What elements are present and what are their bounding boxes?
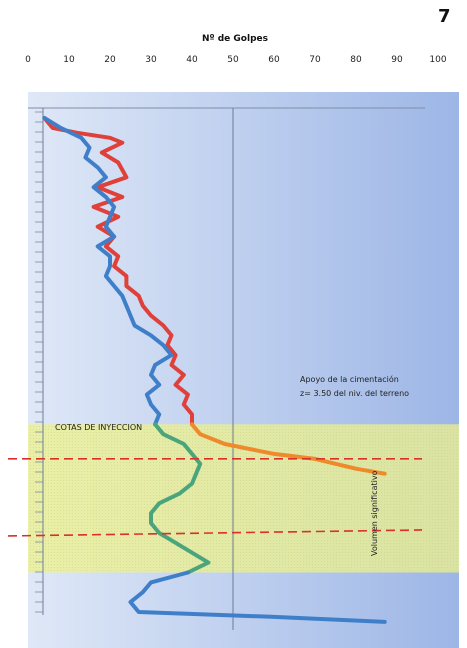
x-tick-label: 60 (268, 55, 280, 65)
series-line-0 (42, 116, 194, 427)
x-tick-label: 50 (227, 55, 239, 65)
depth-ticks (35, 111, 43, 613)
x-tick-label: 0 (25, 55, 31, 65)
x-tick-label: 40 (186, 55, 198, 65)
x-tick-label: 30 (145, 55, 157, 65)
x-axis-title: Nº de Golpes (202, 34, 268, 44)
injection-lines (7, 458, 423, 537)
series-group (42, 116, 387, 624)
x-tick-label: 70 (309, 55, 321, 65)
volumen-label: Volumen significativo (370, 470, 379, 556)
x-tick-label: 80 (350, 55, 362, 65)
apoyo-annotation-line1: Apoyo de la cimentación (300, 374, 399, 384)
series-line-3 (149, 422, 211, 575)
x-tick-label: 10 (63, 55, 75, 65)
x-tick-label: 90 (391, 55, 403, 65)
x-tick-label: 100 (429, 55, 446, 65)
series-line-1 (42, 116, 174, 427)
x-tick-labels: 0 10 20 30 40 50 60 70 80 90 100 (25, 55, 447, 65)
series-line-4 (128, 570, 387, 624)
apoyo-annotation-line2: z= 3.50 del niv. del terreno (300, 389, 409, 398)
page-number: 7 (438, 6, 451, 27)
series-line-2 (190, 422, 387, 476)
cotas-label: COTAS DE INYECCION (55, 423, 142, 432)
x-tick-label: 20 (104, 55, 116, 65)
